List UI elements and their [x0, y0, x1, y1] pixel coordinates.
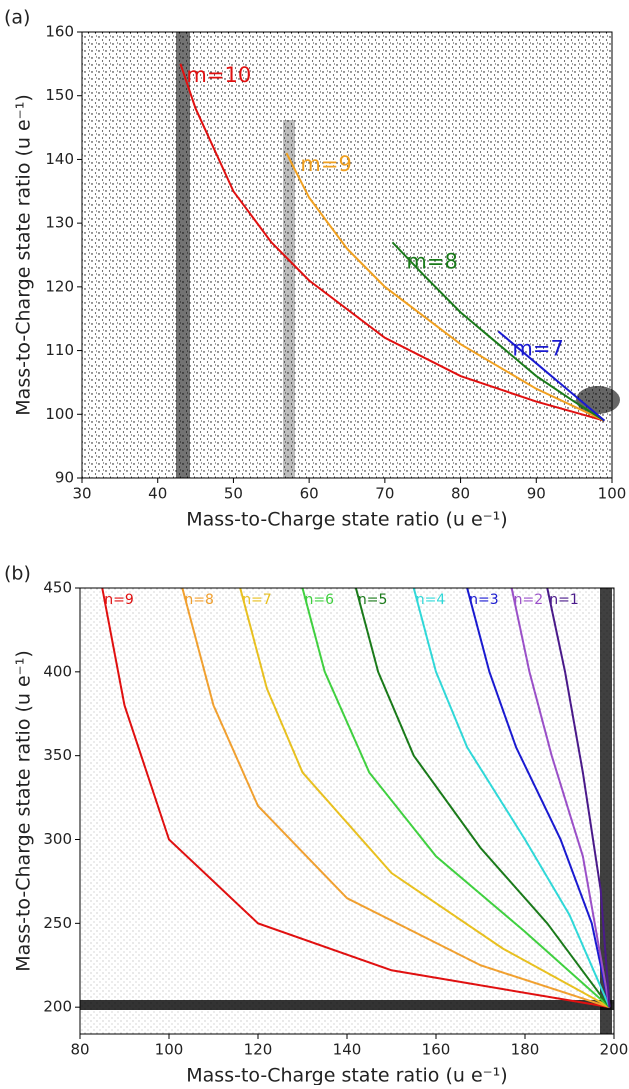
x-tick-label: 100: [598, 485, 627, 503]
curve: [546, 587, 611, 1008]
y-tick-label: 140: [45, 150, 74, 168]
y-tick-label: 120: [45, 277, 74, 295]
y-tick-label: 350: [43, 746, 72, 764]
curve-label: n=7: [242, 592, 272, 608]
y-tick-label: 400: [43, 662, 72, 680]
density-band: [176, 32, 190, 478]
y-tick-label: 130: [45, 214, 74, 232]
y-tick-label: 200: [43, 998, 72, 1016]
curve: [239, 587, 611, 1009]
x-tick-label: 120: [244, 1041, 273, 1059]
curve: [181, 587, 610, 1009]
curve-label: m=7: [512, 336, 563, 360]
curve: [354, 587, 611, 1008]
panel-label: (a): [4, 7, 30, 29]
y-tick-label: 300: [43, 830, 72, 848]
x-tick-label: 80: [70, 1041, 89, 1059]
curve-label: n=9: [104, 592, 134, 608]
x-tick-label: 40: [148, 485, 167, 503]
curve-label: n=8: [184, 592, 214, 608]
curve: [466, 587, 611, 1008]
plot-frame: [79, 587, 615, 1035]
curve: [301, 587, 611, 1008]
x-axis-label: Mass-to-Charge state ratio (u e⁻¹): [186, 1065, 507, 1086]
x-tick-label: 70: [375, 485, 394, 503]
density-band: [80, 1000, 614, 1010]
curve-label: n=4: [416, 592, 446, 608]
x-axis-label: Mass-to-Charge state ratio (u e⁻¹): [186, 509, 507, 531]
curve: [179, 63, 605, 422]
curve-label: n=2: [514, 592, 544, 608]
curve-label: m=9: [300, 152, 351, 176]
curve: [510, 587, 611, 1008]
y-tick-label: 90: [55, 469, 74, 487]
plot-frame: [81, 31, 613, 479]
y-axis-label: Mass-to-Charge state ratio (u e⁻¹): [13, 650, 35, 971]
curve: [285, 152, 605, 422]
panel-label: (b): [4, 563, 31, 585]
x-tick-label: 100: [155, 1041, 184, 1059]
y-tick-label: 160: [45, 23, 74, 41]
x-tick-label: 90: [527, 485, 546, 503]
x-tick-label: 60: [300, 485, 319, 503]
curve-label: n=1: [549, 592, 579, 608]
curve: [412, 587, 611, 1008]
y-tick-label: 450: [43, 579, 72, 597]
curve-label: n=6: [305, 592, 335, 608]
curve: [497, 330, 606, 422]
y-tick-label: 150: [45, 86, 74, 104]
curve-label: m=10: [186, 63, 251, 87]
curve: [101, 587, 610, 1009]
y-tick-label: 250: [43, 914, 72, 932]
y-tick-label: 110: [45, 341, 74, 359]
x-tick-label: 180: [511, 1041, 540, 1059]
x-tick-label: 140: [333, 1041, 362, 1059]
x-tick-label: 50: [224, 485, 243, 503]
x-tick-label: 30: [72, 485, 91, 503]
curve-label: m=8: [406, 249, 457, 273]
curve-label: n=5: [358, 592, 388, 608]
scatter-density: [82, 32, 612, 478]
curve-label: n=3: [469, 592, 499, 608]
x-tick-label: 160: [422, 1041, 451, 1059]
y-tick-label: 100: [45, 405, 74, 423]
curve: [391, 241, 605, 422]
x-tick-label: 200: [600, 1041, 629, 1059]
x-tick-label: 80: [451, 485, 470, 503]
y-axis-label: Mass-to-Charge state ratio (u e⁻¹): [13, 94, 35, 415]
density-band: [283, 120, 295, 478]
